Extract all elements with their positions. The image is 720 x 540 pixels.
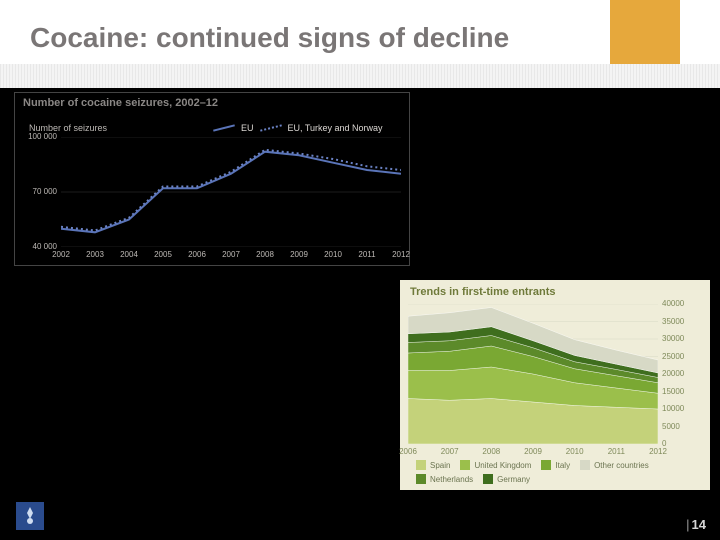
header-band: Cocaine: continued signs of decline xyxy=(0,0,720,88)
legend-label-eu: EU xyxy=(241,123,254,133)
chart2-ytick: 30000 xyxy=(662,334,698,343)
legend-label: Italy xyxy=(555,461,570,470)
chart1-xtick: 2010 xyxy=(318,250,348,259)
chart2-ytick: 10000 xyxy=(662,404,698,413)
legend-label: Netherlands xyxy=(430,475,473,484)
chart1-legend: EU EU, Turkey and Norway xyxy=(213,123,383,133)
legend-swatch xyxy=(460,460,470,470)
chart2-xtick: 2007 xyxy=(432,447,468,456)
legend-label: Germany xyxy=(497,475,530,484)
chart2-ytick: 40000 xyxy=(662,299,698,308)
chart2-legend-item: Italy xyxy=(541,460,570,470)
chart2-title: Trends in first-time entrants xyxy=(410,286,555,298)
footer-logo-icon xyxy=(16,502,44,530)
chart2-xtick: 2012 xyxy=(640,447,676,456)
legend-label: Other countries xyxy=(594,461,649,470)
chart1-plot xyxy=(61,137,401,247)
chart2-legend-item: Netherlands xyxy=(416,474,473,484)
chart2-xtick: 2009 xyxy=(515,447,551,456)
chart2-ytick: 20000 xyxy=(662,369,698,378)
legend-label: United Kingdom xyxy=(474,461,531,470)
legend-label: Spain xyxy=(430,461,450,470)
chart2-xtick: 2006 xyxy=(390,447,426,456)
chart1-xtick: 2004 xyxy=(114,250,144,259)
chart2-legend: Spain United Kingdom Italy Other countries N… xyxy=(416,460,696,484)
accent-block xyxy=(610,0,680,64)
chart2-xtick: 2011 xyxy=(598,447,634,456)
chart2-ytick: 5000 xyxy=(662,422,698,431)
chart2-ytick: 15000 xyxy=(662,387,698,396)
chart1-xtick: 2011 xyxy=(352,250,382,259)
chart1-xtick: 2006 xyxy=(182,250,212,259)
seizures-chart: Number of cocaine seizures, 2002–12 Numb… xyxy=(14,92,410,266)
legend-swatch xyxy=(416,460,426,470)
chart2-ytick: 35000 xyxy=(662,317,698,326)
legend-swatch xyxy=(541,460,551,470)
chart2-ytick: 25000 xyxy=(662,352,698,361)
legend-swatch xyxy=(483,474,493,484)
chart1-title: Number of cocaine seizures, 2002–12 xyxy=(23,97,218,109)
legend-swatch xyxy=(416,474,426,484)
chart1-ytick: 100 000 xyxy=(17,132,57,141)
chart2-legend-item: Other countries xyxy=(580,460,649,470)
chart2-legend-item: Spain xyxy=(416,460,450,470)
chart1-xtick: 2009 xyxy=(284,250,314,259)
legend-label-etn: EU, Turkey and Norway xyxy=(288,123,383,133)
chart1-xtick: 2012 xyxy=(386,250,416,259)
chart1-xtick: 2003 xyxy=(80,250,110,259)
header-texture xyxy=(0,64,720,88)
chart1-xtick: 2002 xyxy=(46,250,76,259)
chart1-xtick: 2007 xyxy=(216,250,246,259)
chart2-xtick: 2008 xyxy=(473,447,509,456)
legend-swatch-etn xyxy=(260,124,282,131)
legend-swatch xyxy=(580,460,590,470)
page-number-value: 14 xyxy=(692,517,706,532)
page-number: |14 xyxy=(686,517,706,532)
chart1-xtick: 2008 xyxy=(250,250,280,259)
chart1-ytick: 70 000 xyxy=(17,187,57,196)
chart1-xtick: 2005 xyxy=(148,250,178,259)
slide-title: Cocaine: continued signs of decline xyxy=(30,22,509,54)
chart2-legend-item: Germany xyxy=(483,474,530,484)
legend-swatch-eu xyxy=(213,124,235,131)
chart2-xtick: 2010 xyxy=(557,447,593,456)
chart2-legend-item: United Kingdom xyxy=(460,460,531,470)
entrants-chart: Trends in first-time entrants 0500010000… xyxy=(400,280,710,490)
chart2-plot xyxy=(408,304,658,444)
